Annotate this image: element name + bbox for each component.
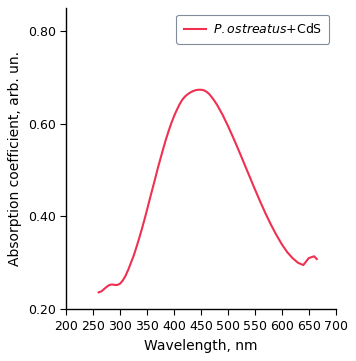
Y-axis label: Absorption coefficient, arb. un.: Absorption coefficient, arb. un. xyxy=(8,51,22,266)
X-axis label: Wavelength, nm: Wavelength, nm xyxy=(144,339,258,353)
Legend: $\it{P. ostreatus}$+CdS: $\it{P. ostreatus}$+CdS xyxy=(177,14,329,44)
